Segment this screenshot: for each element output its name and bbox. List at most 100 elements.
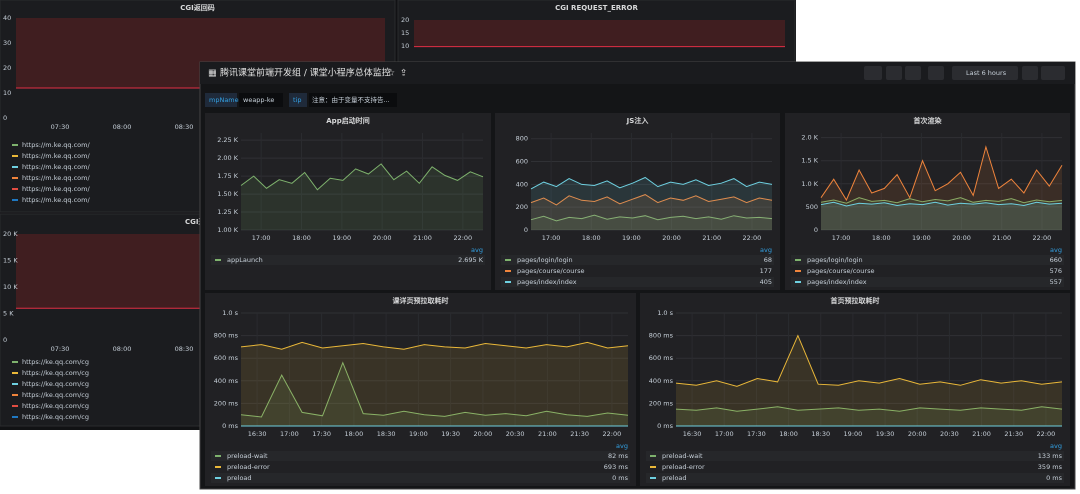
legend-row — [646, 473, 1064, 483]
legend-label: preload-error — [662, 463, 705, 471]
y-tick-label: 30 — [3, 39, 11, 47]
time-range[interactable]: Last 6 hours — [966, 69, 1007, 77]
legend-header: avg — [471, 246, 483, 254]
x-tick-label: 08:30 — [175, 123, 194, 131]
y-tick-label: 0 — [814, 226, 818, 234]
x-tick-label: 17:00 — [542, 234, 561, 242]
legend-label: pages/login/login — [807, 256, 863, 264]
zoom-out-button[interactable] — [1022, 66, 1038, 80]
x-tick-label: 19:00 — [332, 234, 351, 242]
legend-value: 0 ms — [1046, 474, 1063, 482]
x-tick-label: 20:00 — [373, 234, 392, 242]
x-tick-label: 17:30 — [747, 430, 766, 438]
legend-label: https://ke.qq.com/cg — [22, 402, 89, 410]
y-tick-label: 1.0 K — [801, 180, 818, 188]
y-tick-label: 15 — [401, 29, 409, 37]
x-tick-label: 08:30 — [175, 345, 194, 353]
legend-label: preload — [662, 474, 687, 482]
share-icon[interactable]: ⇪ — [400, 69, 408, 79]
legend-label: pages/course/course — [807, 267, 874, 275]
add-panel-button[interactable] — [864, 66, 882, 80]
x-tick-label: 18:00 — [779, 430, 798, 438]
variable-value[interactable]: 注意：由于变量不支持告... — [312, 95, 390, 104]
y-tick-label: 2.25 K — [217, 136, 239, 144]
y-tick-label: 1.75 K — [217, 172, 239, 180]
x-tick-label: 18:00 — [582, 234, 601, 242]
refresh-button[interactable] — [1041, 66, 1065, 80]
legend-value: 177 — [760, 267, 772, 275]
y-tick-label: 40 — [3, 14, 11, 22]
panel-title: JS注入 — [626, 116, 649, 125]
x-tick-label: 21:00 — [992, 234, 1011, 242]
x-tick-label: 21:30 — [1004, 430, 1023, 438]
legend-row — [211, 462, 630, 472]
legend-label: https://ke.qq.com/cg — [22, 380, 89, 388]
variable-value[interactable]: weapp-ke — [243, 96, 274, 104]
y-tick-label: 400 ms — [649, 377, 674, 385]
series-area — [821, 202, 1062, 230]
x-tick-label: 07:30 — [51, 123, 70, 131]
y-tick-label: 20 K — [3, 230, 18, 238]
legend-header: avg — [760, 246, 772, 254]
y-tick-label: 0 ms — [657, 422, 674, 430]
x-tick-label: 19:00 — [622, 234, 641, 242]
star-icon[interactable]: ☆ — [387, 69, 395, 79]
legend-label: pages/index/index — [517, 278, 577, 286]
x-tick-label: 21:30 — [570, 430, 589, 438]
legend-label: https://ke.qq.com/cg — [22, 413, 89, 421]
x-tick-label: 17:00 — [280, 430, 299, 438]
y-tick-label: 1.00 K — [217, 226, 239, 234]
x-tick-label: 17:30 — [312, 430, 331, 438]
x-tick-label: 21:00 — [972, 430, 991, 438]
x-tick-label: 21:00 — [702, 234, 721, 242]
x-tick-label: 20:30 — [506, 430, 525, 438]
legend-value: 68 — [764, 256, 772, 264]
save-button[interactable] — [886, 66, 902, 80]
x-tick-label: 18:00 — [345, 430, 364, 438]
y-tick-label: 800 ms — [649, 332, 674, 340]
x-tick-label: 18:30 — [811, 430, 830, 438]
x-tick-label: 16:30 — [683, 430, 702, 438]
x-tick-label: 22:00 — [743, 234, 762, 242]
x-tick-label: 19:00 — [409, 430, 428, 438]
legend-label: https://m.ke.qq.com/ — [22, 141, 90, 149]
y-tick-label: 2.0 K — [801, 134, 818, 142]
x-tick-label: 19:00 — [844, 430, 863, 438]
x-tick-label: 18:00 — [872, 234, 891, 242]
legend-label: https://ke.qq.com/cg — [22, 391, 89, 399]
x-tick-label: 17:00 — [832, 234, 851, 242]
x-tick-label: 17:00 — [252, 234, 271, 242]
legend-label: https://ke.qq.com/cg — [22, 358, 89, 366]
y-tick-label: 20 — [3, 64, 11, 72]
legend-label: https://ke.qq.com/cg — [22, 369, 89, 377]
y-tick-label: 200 ms — [649, 399, 674, 407]
panel-title: App启动时间 — [326, 116, 369, 125]
legend-value: 0 ms — [612, 474, 629, 482]
legend-label: preload-wait — [227, 452, 268, 460]
panel-title: 首次渲染 — [914, 116, 943, 125]
settings-button[interactable] — [905, 66, 921, 80]
panel-title: CGI返回码 — [180, 3, 215, 12]
y-tick-label: 0 — [524, 226, 528, 234]
x-tick-label: 22:00 — [1037, 430, 1056, 438]
y-tick-label: 400 ms — [214, 377, 239, 385]
legend-value: 557 — [1050, 278, 1062, 286]
x-tick-label: 21:00 — [413, 234, 432, 242]
grid-icon[interactable]: ▦ — [208, 69, 217, 79]
y-tick-label: 600 — [516, 158, 528, 166]
legend-label: https://m.ke.qq.com/ — [22, 196, 90, 204]
legend-label: preload — [227, 474, 252, 482]
dashboard-title[interactable]: 腾讯课堂前端开发组 / 课堂小程序总体监控 — [220, 67, 391, 79]
y-tick-label: 500 — [806, 203, 818, 211]
legend-row — [211, 451, 630, 461]
tv-button[interactable] — [928, 66, 944, 80]
x-tick-label: 18:00 — [292, 234, 311, 242]
x-tick-label: 22:00 — [453, 234, 472, 242]
x-tick-label: 21:00 — [538, 430, 557, 438]
y-tick-label: 2.00 K — [217, 154, 239, 162]
y-tick-label: 600 ms — [214, 354, 239, 362]
legend-label: https://m.ke.qq.com/ — [22, 152, 90, 160]
legend-label: https://m.ke.qq.com/ — [22, 174, 90, 182]
threshold-area — [414, 20, 785, 47]
